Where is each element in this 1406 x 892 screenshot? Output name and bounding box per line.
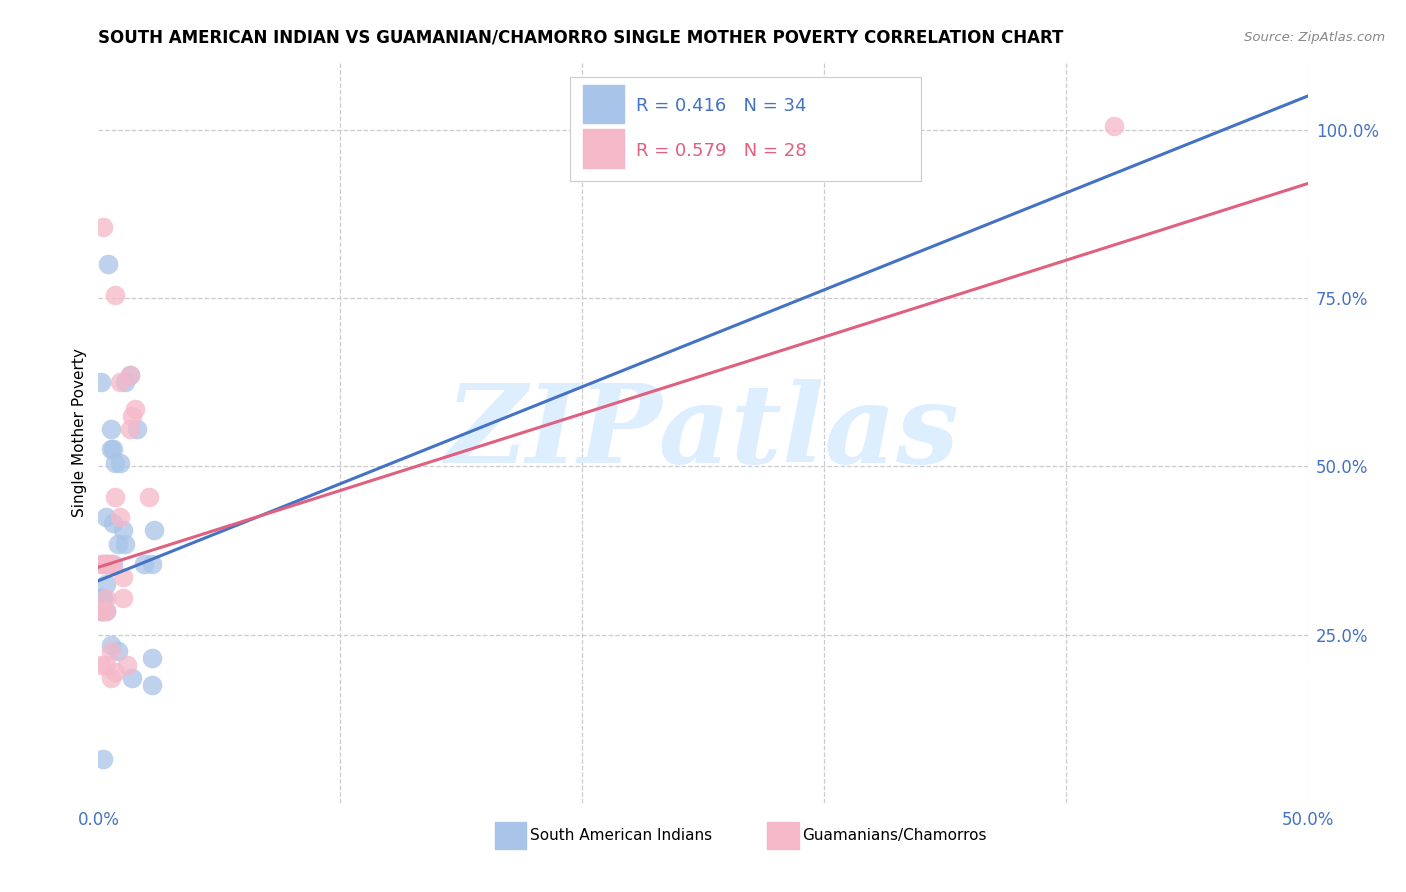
Point bbox=[121, 671, 143, 685]
Point bbox=[94, 577, 117, 591]
Point bbox=[143, 523, 166, 537]
Point bbox=[90, 657, 112, 672]
Point bbox=[94, 509, 117, 524]
Text: SOUTH AMERICAN INDIAN VS GUAMANIAN/CHAMORRO SINGLE MOTHER POVERTY CORRELATION CH: SOUTH AMERICAN INDIAN VS GUAMANIAN/CHAMO… bbox=[98, 29, 1064, 47]
Point bbox=[100, 557, 122, 571]
Point bbox=[90, 604, 112, 618]
Point bbox=[118, 368, 141, 383]
Point bbox=[97, 557, 120, 571]
Point bbox=[111, 570, 134, 584]
Point bbox=[97, 257, 120, 271]
Point bbox=[94, 657, 117, 672]
FancyBboxPatch shape bbox=[768, 822, 799, 848]
Point bbox=[107, 536, 129, 550]
Text: ZIPatlas: ZIPatlas bbox=[446, 379, 960, 486]
Point bbox=[90, 591, 112, 605]
Point bbox=[104, 456, 127, 470]
Point bbox=[134, 557, 156, 571]
Point bbox=[138, 490, 160, 504]
Y-axis label: Single Mother Poverty: Single Mother Poverty bbox=[72, 348, 87, 517]
Point bbox=[141, 678, 163, 692]
Point bbox=[108, 509, 131, 524]
Point bbox=[114, 375, 136, 389]
Text: R = 0.416   N = 34: R = 0.416 N = 34 bbox=[637, 97, 807, 115]
Point bbox=[94, 557, 117, 571]
FancyBboxPatch shape bbox=[495, 822, 526, 848]
Point bbox=[91, 604, 114, 618]
Point bbox=[101, 516, 124, 531]
FancyBboxPatch shape bbox=[583, 85, 624, 123]
Point bbox=[100, 671, 122, 685]
Point bbox=[111, 523, 134, 537]
Point bbox=[91, 604, 114, 618]
Point bbox=[104, 665, 127, 679]
Point bbox=[107, 644, 129, 658]
Point bbox=[91, 220, 114, 235]
Point bbox=[90, 375, 112, 389]
Text: South American Indians: South American Indians bbox=[530, 828, 713, 843]
Point bbox=[127, 422, 149, 436]
Point bbox=[90, 591, 112, 605]
Point bbox=[90, 604, 112, 618]
Point bbox=[94, 604, 117, 618]
FancyBboxPatch shape bbox=[569, 78, 921, 181]
Point bbox=[104, 490, 127, 504]
Point bbox=[90, 557, 112, 571]
Point bbox=[124, 402, 146, 417]
Point bbox=[91, 752, 114, 766]
Point bbox=[108, 375, 131, 389]
Point bbox=[94, 604, 117, 618]
Point bbox=[121, 409, 143, 423]
Point bbox=[100, 422, 122, 436]
Point bbox=[1102, 120, 1125, 134]
Point bbox=[91, 591, 114, 605]
Point bbox=[91, 591, 114, 605]
Point bbox=[118, 422, 141, 436]
Point bbox=[141, 557, 163, 571]
Text: Source: ZipAtlas.com: Source: ZipAtlas.com bbox=[1244, 31, 1385, 45]
FancyBboxPatch shape bbox=[583, 129, 624, 168]
Point bbox=[101, 442, 124, 457]
Point bbox=[94, 591, 117, 605]
Point bbox=[101, 557, 124, 571]
Text: Guamanians/Chamorros: Guamanians/Chamorros bbox=[803, 828, 987, 843]
Point bbox=[111, 591, 134, 605]
Point bbox=[117, 657, 139, 672]
Point bbox=[141, 651, 163, 665]
Point bbox=[114, 536, 136, 550]
Point bbox=[94, 557, 117, 571]
Point bbox=[104, 287, 127, 301]
Point bbox=[118, 368, 141, 383]
Point bbox=[100, 638, 122, 652]
Point bbox=[91, 557, 114, 571]
Point bbox=[100, 442, 122, 457]
Point bbox=[100, 644, 122, 658]
Text: R = 0.579   N = 28: R = 0.579 N = 28 bbox=[637, 142, 807, 160]
Point bbox=[108, 456, 131, 470]
